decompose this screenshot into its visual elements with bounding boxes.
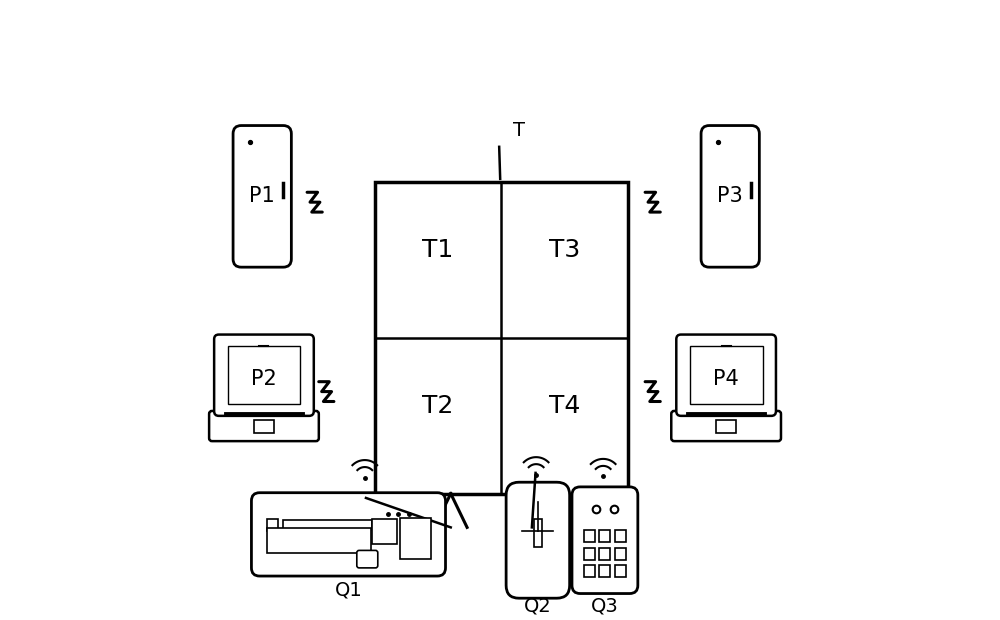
FancyBboxPatch shape [251,493,446,576]
Bar [615,565,626,577]
Bar [372,519,397,544]
Bar [584,530,595,542]
FancyBboxPatch shape [214,335,314,416]
Text: Q3: Q3 [591,596,619,615]
Bar [363,552,373,562]
Bar [615,548,626,560]
Text: T4: T4 [549,394,581,418]
Bar [267,520,278,531]
Text: T1: T1 [422,238,454,262]
Text: P3: P3 [717,187,743,206]
FancyBboxPatch shape [506,482,570,598]
FancyBboxPatch shape [701,125,759,267]
Bar [267,528,371,553]
Bar [584,565,595,577]
Bar [228,346,300,404]
Bar [400,518,431,559]
Bar [584,548,595,560]
Text: T: T [513,121,525,140]
Bar [254,420,274,433]
FancyBboxPatch shape [357,551,378,568]
Bar [615,530,626,542]
Text: P2: P2 [251,369,277,389]
FancyBboxPatch shape [209,411,319,441]
Text: T3: T3 [549,238,580,262]
FancyBboxPatch shape [233,125,291,267]
Bar [599,530,610,542]
FancyBboxPatch shape [572,487,638,593]
FancyBboxPatch shape [676,335,776,416]
Bar [599,565,610,577]
Bar [599,548,610,560]
Text: Q2: Q2 [524,596,552,615]
Bar [375,182,628,494]
Text: P1: P1 [249,187,275,206]
Bar [283,520,372,529]
Text: T2: T2 [422,394,454,418]
Bar [716,420,736,433]
Text: Q1: Q1 [335,580,362,600]
Bar [534,518,542,547]
FancyBboxPatch shape [671,411,781,441]
Bar [690,346,763,404]
Text: P4: P4 [713,369,739,389]
